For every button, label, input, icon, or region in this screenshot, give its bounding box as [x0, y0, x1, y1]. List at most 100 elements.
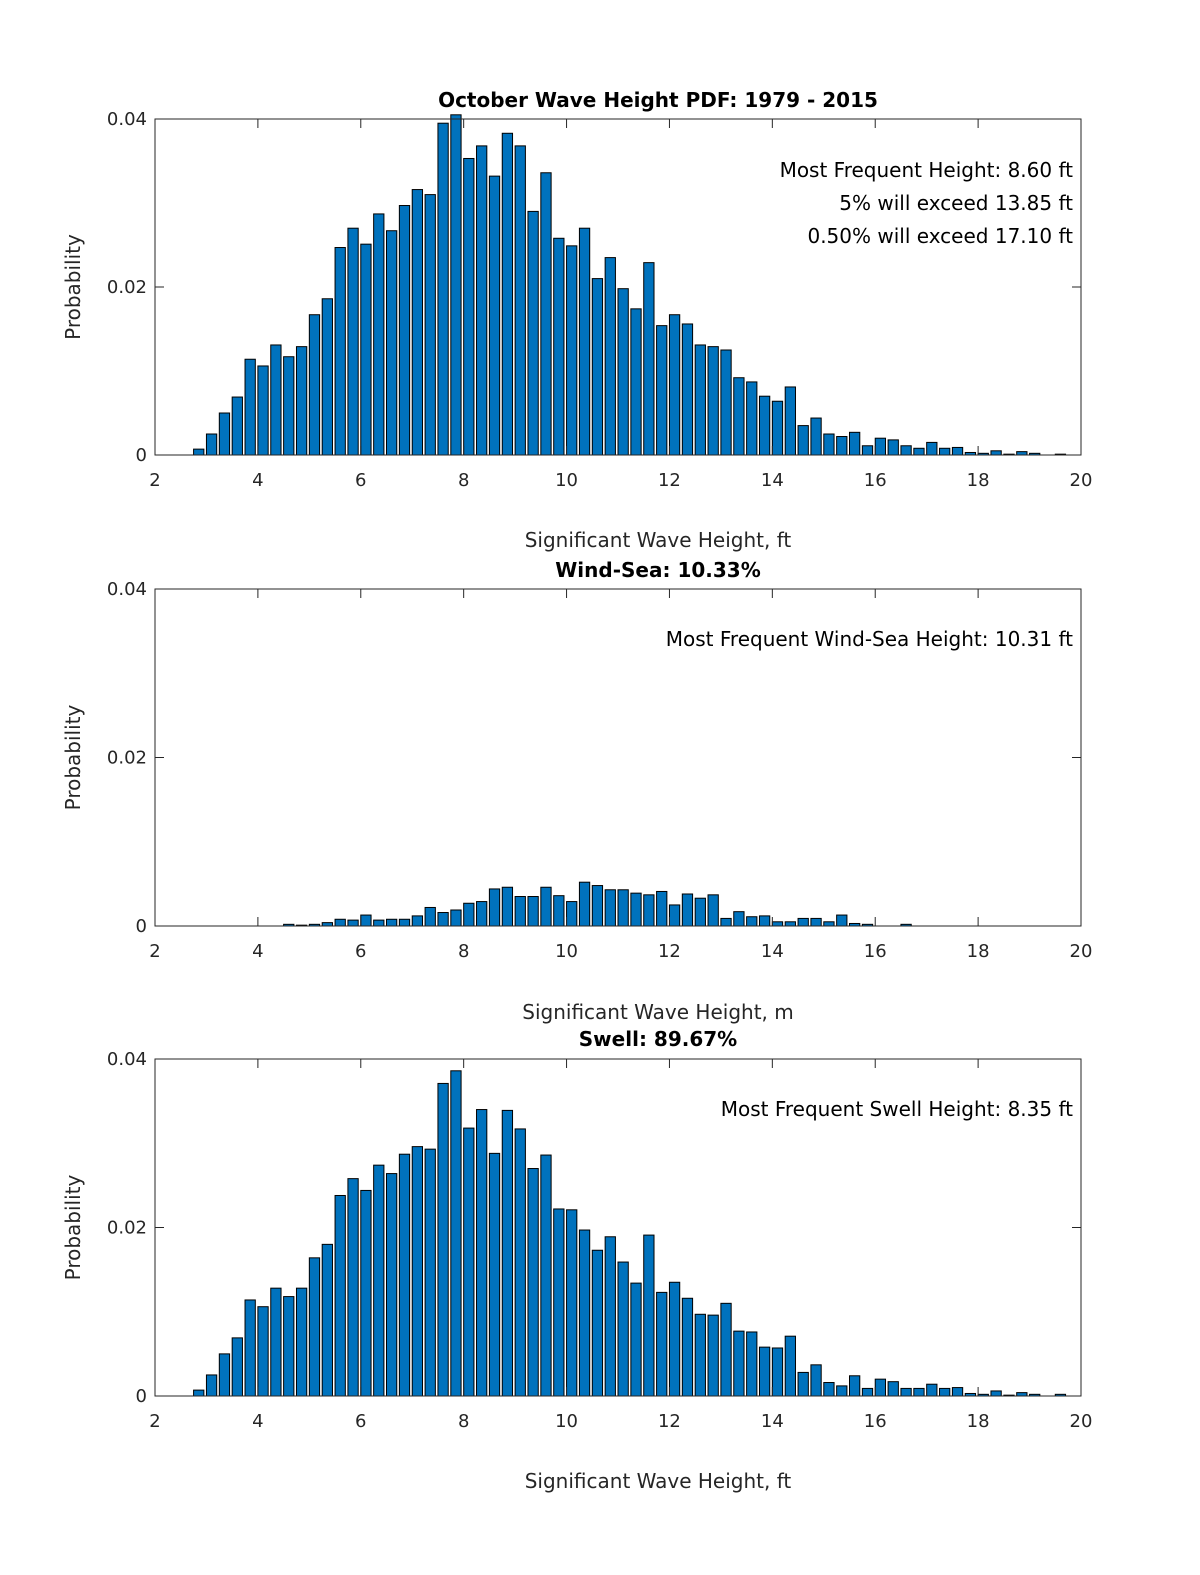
bar — [514, 896, 526, 927]
bar — [360, 1189, 372, 1397]
bar — [823, 1382, 835, 1397]
bar — [321, 1243, 333, 1397]
bar — [527, 210, 539, 456]
bar — [398, 205, 411, 456]
bar — [514, 1128, 526, 1397]
y-tick-label: 0 — [136, 445, 147, 466]
bar — [681, 893, 694, 927]
bar — [283, 1296, 295, 1397]
chart-title: Swell: 89.67% — [579, 1027, 737, 1051]
bar — [476, 1109, 488, 1397]
bar — [951, 1387, 964, 1397]
bar — [244, 1299, 256, 1397]
bar — [295, 346, 308, 456]
y-tick-label: 0 — [136, 916, 147, 937]
bar — [643, 1234, 655, 1397]
bar — [887, 439, 899, 456]
annotation: Most Frequent Wind-Sea Height: 10.31 ft — [666, 627, 1073, 651]
bar — [527, 1168, 539, 1397]
bar — [553, 1208, 565, 1397]
x-tick-label: 10 — [555, 941, 578, 962]
bar — [321, 922, 333, 927]
bar — [501, 886, 514, 927]
bar — [694, 1313, 706, 1397]
bar — [591, 885, 604, 927]
chart-panel-1: 2 4 6 8 10 12 14 16 18 20 0 0.02 0.04 October Wave He… — [61, 88, 1092, 552]
bar — [540, 172, 552, 456]
bar — [604, 257, 616, 456]
bar — [913, 1387, 925, 1397]
x-tick-label: 14 — [761, 941, 784, 962]
bar — [566, 245, 578, 456]
bar — [193, 1389, 205, 1397]
bar — [836, 436, 848, 456]
bar — [591, 1249, 604, 1397]
chart-title: October Wave Height PDF: 1979 - 2015 — [438, 88, 878, 112]
annotation: Most Frequent Height: 8.60 ft — [780, 158, 1074, 182]
bar — [270, 1287, 282, 1397]
x-tick-label: 6 — [355, 1411, 366, 1432]
bar — [501, 132, 514, 456]
bar — [540, 1154, 552, 1397]
bar — [398, 1153, 411, 1397]
bar — [347, 227, 359, 456]
bar — [257, 1306, 269, 1397]
bar — [733, 911, 745, 927]
bar — [488, 175, 501, 456]
bar — [553, 895, 565, 927]
bar — [849, 431, 861, 456]
bar — [656, 1291, 668, 1397]
bar — [1016, 451, 1028, 456]
bar — [887, 1381, 899, 1397]
bar — [308, 1257, 321, 1397]
bar — [913, 447, 925, 456]
bar — [720, 917, 732, 927]
bar — [810, 1364, 822, 1397]
bar — [668, 314, 681, 456]
bar — [231, 1337, 243, 1397]
x-tick-label: 12 — [658, 470, 681, 491]
bar — [990, 1390, 1002, 1397]
bar — [849, 1375, 861, 1397]
bar — [501, 1109, 514, 1397]
bar — [193, 448, 205, 456]
bar — [578, 881, 591, 927]
bar — [347, 919, 359, 927]
bar — [373, 919, 385, 927]
bar — [386, 918, 398, 927]
bar — [874, 437, 887, 456]
bar — [218, 1353, 231, 1397]
bar — [257, 365, 269, 456]
bar — [630, 1282, 642, 1397]
chart-panel-2: 2 4 6 8 10 12 14 16 18 20 0 0.02 0.04 Wind-Sea: 10.33… — [61, 558, 1092, 1024]
bar — [424, 1148, 436, 1397]
bar — [411, 915, 424, 927]
bar — [771, 400, 784, 456]
bar — [823, 921, 835, 927]
bar — [347, 1178, 359, 1397]
bar — [630, 308, 642, 456]
bar — [926, 441, 938, 456]
bar — [463, 157, 475, 456]
bar — [784, 921, 796, 927]
bar — [321, 298, 333, 456]
bar — [836, 1385, 848, 1397]
bar — [900, 1387, 912, 1397]
bar — [205, 433, 218, 456]
y-axis-label: Probability — [61, 1174, 85, 1280]
bar — [386, 1173, 398, 1397]
bar — [707, 346, 719, 456]
bar — [746, 1331, 758, 1397]
bar — [951, 446, 964, 456]
bar — [437, 912, 449, 927]
bar — [733, 1330, 745, 1397]
bar — [527, 896, 539, 927]
bar — [450, 1070, 462, 1397]
x-tick-label: 16 — [864, 1411, 887, 1432]
bar — [810, 417, 822, 456]
bar — [514, 145, 526, 456]
bar — [283, 356, 295, 456]
bar — [604, 1236, 616, 1397]
bar — [398, 918, 411, 927]
bar — [578, 227, 591, 456]
